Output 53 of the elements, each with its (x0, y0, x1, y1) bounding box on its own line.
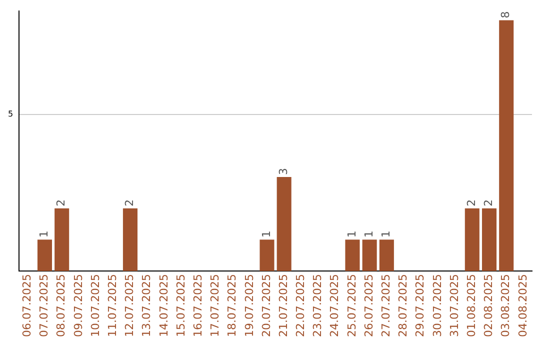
data-label: 3 (276, 168, 290, 175)
bar (379, 240, 394, 272)
x-tick-label: 16.07.2025 (191, 274, 204, 338)
x-tick-label: 26.07.2025 (362, 274, 376, 338)
x-tick-label: 20.07.2025 (260, 274, 273, 338)
x-tick-label: 15.07.2025 (174, 274, 188, 338)
x-tick-label: 19.07.2025 (242, 274, 256, 338)
x-tick-label: 09.07.2025 (72, 274, 85, 338)
x-tick-label: 02.08.2025 (482, 274, 496, 338)
x-tick-label: 01.08.2025 (465, 274, 478, 338)
x-tick-label: 04.08.2025 (516, 274, 530, 338)
x-tick-label: 28.07.2025 (396, 274, 410, 338)
x-tick-label: 25.07.2025 (345, 274, 358, 338)
data-label: 1 (362, 230, 376, 238)
x-tick-label: 12.07.2025 (123, 274, 136, 338)
bar (464, 208, 480, 272)
bar (122, 208, 138, 272)
x-tick-label: 10.07.2025 (88, 274, 102, 338)
bar (362, 240, 377, 272)
bar (276, 176, 292, 272)
data-label: 1 (38, 230, 51, 238)
data-label: 2 (54, 199, 68, 206)
x-tick-label: 13.07.2025 (140, 274, 154, 338)
data-label: 1 (380, 230, 393, 238)
x-tick-label: 22.07.2025 (294, 274, 308, 338)
x-tick-label: 30.07.2025 (430, 274, 444, 338)
x-tick-label: 31.07.2025 (448, 274, 461, 338)
bar (54, 208, 70, 272)
x-tick-label: 03.08.2025 (499, 274, 512, 338)
bar (499, 20, 514, 272)
x-tick-label: 06.07.2025 (20, 274, 34, 338)
data-label: 2 (465, 199, 478, 206)
data-label: 2 (482, 199, 496, 206)
y-tick-label: 5 (8, 109, 14, 118)
x-tick-label: 08.07.2025 (54, 274, 68, 338)
x-tick-label: 11.07.2025 (106, 274, 119, 338)
bar (482, 208, 497, 272)
data-label: 1 (345, 230, 358, 238)
bar (260, 240, 274, 272)
x-tick-label: 29.07.2025 (414, 274, 427, 338)
bar (345, 240, 360, 272)
x-tick-label: 21.07.2025 (276, 274, 290, 338)
data-label: 1 (260, 230, 273, 238)
x-tick-label: 23.07.2025 (311, 274, 324, 338)
x-tick-label: 14.07.2025 (157, 274, 170, 338)
x-tick-label: 17.07.2025 (208, 274, 222, 338)
x-tick-label: 07.07.2025 (38, 274, 51, 338)
x-tick-label: 27.07.2025 (380, 274, 393, 338)
data-label: 8 (499, 11, 512, 18)
x-tick-label: 18.07.2025 (226, 274, 239, 338)
x-tick-label: 24.07.2025 (328, 274, 342, 338)
data-label: 2 (123, 199, 136, 206)
bar (37, 240, 52, 272)
